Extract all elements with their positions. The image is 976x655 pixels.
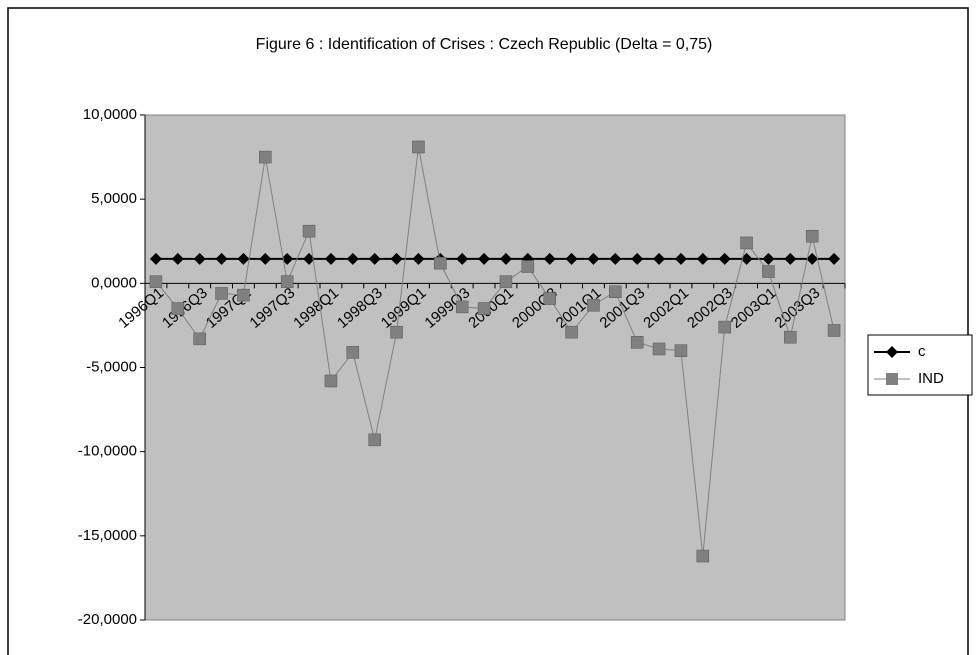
data-point — [302, 224, 316, 238]
y-tick-label: -10,0000 — [78, 443, 137, 460]
data-point — [324, 374, 338, 388]
data-point — [652, 342, 666, 356]
data-point — [653, 252, 666, 265]
data-point — [149, 275, 163, 288]
data-point — [828, 252, 841, 265]
plot-area — [144, 114, 846, 621]
data-point — [390, 325, 403, 339]
data-point — [805, 229, 819, 243]
legend-marker — [886, 373, 898, 385]
data-point — [543, 252, 556, 265]
data-point — [587, 252, 600, 265]
data-point — [630, 336, 644, 349]
data-point — [762, 252, 775, 265]
data-point — [215, 252, 228, 265]
data-point — [696, 549, 710, 563]
data-point — [412, 252, 425, 265]
data-point — [740, 236, 753, 250]
legend-label: c — [918, 343, 926, 360]
data-point — [718, 252, 731, 265]
y-tick-label: 10,0000 — [83, 106, 137, 123]
data-point — [193, 332, 206, 346]
data-point — [499, 275, 513, 288]
data-point — [674, 344, 688, 357]
data-point — [827, 324, 841, 337]
data-point — [346, 252, 359, 265]
data-point — [762, 265, 775, 278]
legend-box — [867, 334, 973, 396]
data-point — [193, 252, 206, 265]
series-line — [155, 146, 835, 557]
data-point — [368, 252, 381, 265]
data-point — [324, 252, 337, 265]
data-point — [784, 330, 797, 344]
data-point — [587, 298, 600, 312]
y-tick-label: -15,0000 — [78, 527, 137, 544]
data-point — [543, 292, 556, 305]
data-point — [631, 252, 644, 265]
y-tick-label: 5,0000 — [91, 190, 137, 207]
data-point — [259, 150, 272, 164]
data-point — [718, 320, 731, 334]
y-tick-label: -5,0000 — [86, 358, 137, 375]
data-point — [149, 252, 162, 265]
data-point — [259, 252, 272, 265]
y-tick-label: -20,0000 — [78, 611, 137, 628]
data-point — [478, 252, 491, 265]
data-point — [456, 252, 469, 265]
data-point — [565, 325, 578, 339]
legend-label: IND — [918, 370, 944, 387]
data-point — [674, 252, 687, 265]
data-point — [565, 252, 578, 265]
data-point — [237, 288, 250, 302]
data-point — [609, 252, 622, 265]
legend-marker — [886, 346, 898, 358]
y-tick-label: 0,0000 — [91, 274, 137, 291]
data-point — [346, 346, 360, 359]
data-point — [806, 252, 819, 265]
data-point — [237, 252, 250, 265]
data-point — [215, 287, 228, 300]
data-point — [171, 302, 185, 315]
data-point — [368, 433, 381, 447]
data-point — [521, 260, 535, 273]
data-point — [434, 256, 447, 270]
data-point — [455, 300, 469, 314]
data-point — [390, 252, 403, 265]
data-point — [609, 285, 622, 298]
data-point — [477, 302, 491, 315]
data-point — [412, 140, 425, 154]
data-point — [499, 252, 512, 265]
data-point — [696, 252, 709, 265]
data-point — [171, 252, 184, 265]
data-point — [303, 252, 316, 265]
data-point — [280, 275, 294, 288]
data-point — [784, 252, 797, 265]
chart-title: Figure 6 : Identification of Crises : Cz… — [256, 36, 713, 53]
